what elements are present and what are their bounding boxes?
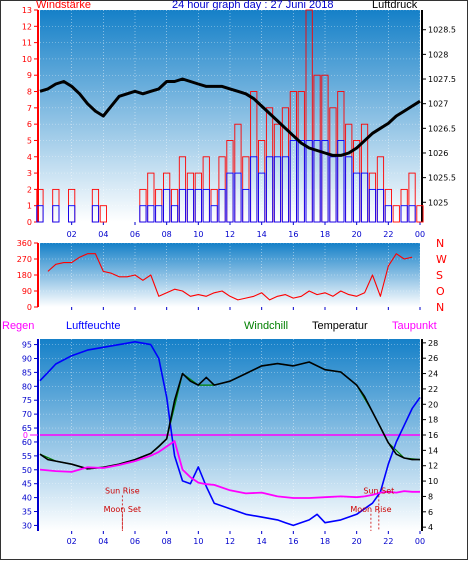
legend-temperatur: Temperatur xyxy=(312,320,368,332)
legend-windchill: Windchill xyxy=(244,320,289,332)
wind-speed-axis-title: Windstärke xyxy=(36,0,92,11)
pressure-axis-title: Luftdruck xyxy=(372,0,418,11)
legend-luftfeuchte: Luftfeuchte xyxy=(66,320,121,332)
legend-regen: Regen xyxy=(2,320,35,332)
chart-title: 24 hour graph day : 27 Juni 2018 xyxy=(172,0,334,11)
legend-taupunkt: Taupunkt xyxy=(392,320,437,332)
